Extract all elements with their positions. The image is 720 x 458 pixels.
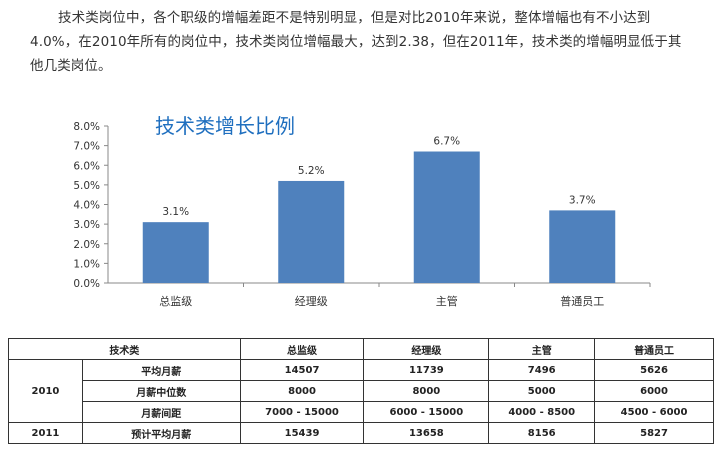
table-cell: 7496	[488, 359, 596, 381]
y-tick-label: 1.0%	[73, 258, 100, 270]
table-cell: 15439	[239, 422, 365, 444]
y-tick-label: 4.0%	[73, 200, 100, 212]
row-label: 月薪间距	[81, 401, 241, 423]
row-label: 月薪中位数	[81, 380, 241, 402]
category-label: 经理级	[295, 295, 328, 308]
growth-bar-chart: 技术类增长比例 0.0% 1.0% 2.0% 3.0% 4.0% 5.0% 6.0% 7.0%…	[73, 114, 651, 308]
header-manager: 经理级	[363, 338, 490, 360]
table-cell: 5626	[594, 359, 714, 381]
table-row: 2010 平均月薪 14507 11739 7496 5626	[8, 359, 714, 423]
table-cell: 14507	[239, 359, 365, 381]
category-label: 总监级	[159, 294, 192, 308]
table-row: 月薪间距 7000 - 15000 6000 - 15000 4000 - 85…	[9, 401, 714, 423]
table-cell: 4000 - 8500	[488, 401, 596, 423]
header-staff: 普通员工	[594, 338, 714, 360]
table-header-row: 技术类 总监级 经理级 主管 普通员工	[8, 338, 714, 360]
table-cell: 11739	[363, 359, 490, 381]
header-director: 总监级	[239, 338, 365, 360]
bar	[413, 151, 480, 283]
bar-value-label: 6.7%	[433, 136, 460, 148]
header-category: 技术类	[8, 338, 241, 360]
y-tick-label: 0.0%	[73, 278, 100, 290]
table-cell: 6000 - 15000	[363, 401, 490, 423]
category-label: 普通员工	[560, 294, 604, 308]
table-cell: 4500 - 6000	[594, 401, 714, 423]
bar-value-label: 3.7%	[569, 194, 596, 206]
table-cell: 13658	[363, 422, 490, 444]
row-label: 预计平均月薪	[81, 422, 241, 444]
y-tick-label: 6.0%	[73, 160, 100, 172]
bar-value-label: 5.2%	[298, 165, 325, 177]
bar	[278, 180, 345, 283]
y-tick-label: 3.0%	[73, 219, 100, 231]
year-cell: 2010	[8, 359, 83, 423]
y-tick-label: 5.0%	[73, 180, 100, 192]
y-tick-label: 8.0%	[73, 121, 100, 133]
chart-title: 技术类增长比例	[155, 114, 295, 138]
y-tick-label: 2.0%	[73, 239, 100, 251]
category-label: 主管	[436, 294, 458, 308]
table-cell: 7000 - 15000	[239, 401, 365, 423]
table-row: 2011 预计平均月薪 15439 13658 8156 5827	[8, 422, 714, 444]
header-supervisor: 主管	[488, 338, 596, 360]
table-cell: 8156	[488, 422, 596, 444]
table-row: 月薪中位数 8000 8000 5000 6000	[9, 380, 714, 402]
year-cell: 2011	[8, 422, 83, 444]
table-cell: 8000	[239, 380, 365, 402]
bar	[142, 222, 209, 283]
y-tick-label: 7.0%	[73, 141, 100, 153]
row-label: 平均月薪	[81, 359, 241, 381]
table-cell: 6000	[594, 380, 714, 402]
table-cell: 5827	[594, 422, 714, 444]
table-cell: 5000	[488, 380, 596, 402]
intro-paragraph: 技术类岗位中，各个职级的增幅差距不是特别明显，但是对比2010年来说，整体增幅也…	[30, 10, 682, 74]
bar-value-label: 3.1%	[162, 206, 189, 218]
bar	[549, 210, 616, 283]
salary-table: 技术类 总监级 经理级 主管 普通员工 2010 平均月薪 14507 1173…	[8, 338, 714, 444]
table-cell: 8000	[363, 380, 490, 402]
